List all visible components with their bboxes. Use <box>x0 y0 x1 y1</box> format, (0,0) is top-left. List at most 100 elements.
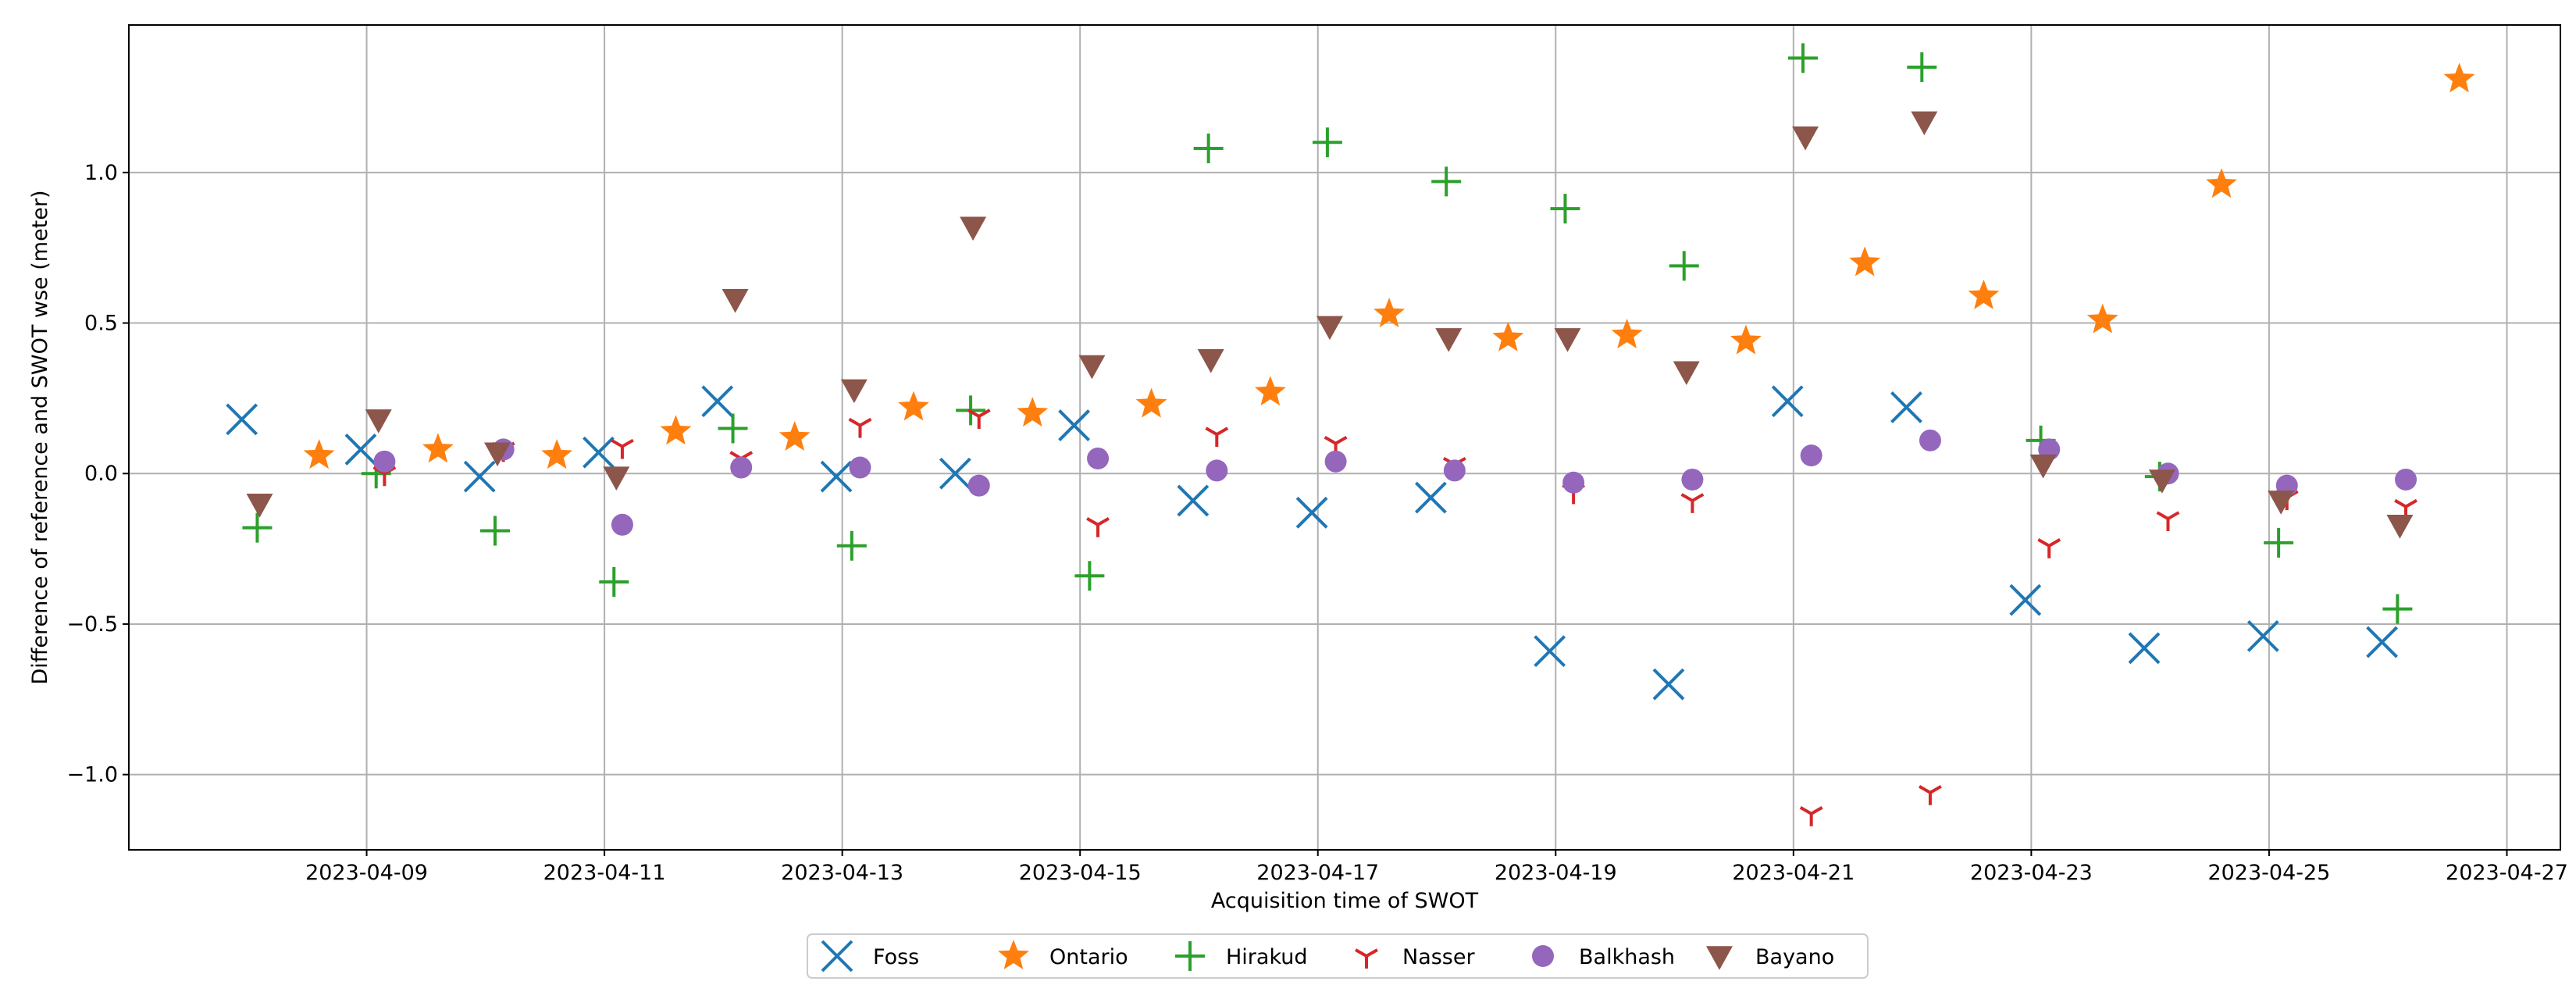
legend-marker-foss <box>821 940 853 972</box>
x-tick-label: 2023-04-19 <box>1495 861 1617 885</box>
data-point-ontario <box>1849 246 1881 277</box>
data-point-foss <box>2366 626 2399 658</box>
legend: Foss Ontario Hirakud Nasser Balkhash Bayano <box>807 933 1869 979</box>
data-point-nasser <box>1086 517 1110 537</box>
data-point-bayano <box>2386 515 2414 539</box>
data-point-hirakud <box>718 413 748 444</box>
x-tick-label: 2023-04-27 <box>2446 861 2568 885</box>
data-point-foss <box>1534 635 1566 668</box>
data-point-bayano <box>1197 349 1224 373</box>
data-point-bayano <box>365 409 392 434</box>
data-point-balkhash <box>1206 459 1228 482</box>
legend-marker-bayano <box>1706 946 1733 970</box>
data-point-hirakud <box>1312 127 1342 158</box>
data-point-bayano <box>2148 469 2175 494</box>
data-point-foss <box>1295 496 1328 529</box>
legend-label: Balkhash <box>1579 945 1675 969</box>
legend-item-ontario: Ontario <box>998 940 1128 969</box>
data-point-foss <box>1414 481 1447 514</box>
data-point-balkhash <box>967 474 990 497</box>
data-point-nasser <box>1799 806 1823 826</box>
data-point-foss <box>583 436 615 469</box>
legend-item-balkhash: Balkhash <box>1532 945 1675 969</box>
x-axis-label: Acquisition time of SWOT <box>1211 889 1479 913</box>
data-point-nasser <box>848 417 872 438</box>
data-point-foss <box>820 460 853 493</box>
legend-marker-nasser <box>1355 948 1378 969</box>
series-nasser <box>372 409 2417 826</box>
data-point-hirakud <box>480 516 511 546</box>
data-point-foss <box>2246 619 2279 652</box>
data-point-ontario <box>1492 321 1524 351</box>
data-point-foss <box>1890 391 1922 423</box>
data-point-ontario <box>1254 376 1286 406</box>
data-point-hirakud <box>1550 194 1580 224</box>
data-point-balkhash <box>1087 447 1110 469</box>
data-point-balkhash <box>1324 450 1347 473</box>
data-point-nasser <box>1205 426 1229 448</box>
legend-box <box>807 933 1869 979</box>
data-point-ontario <box>1730 324 1762 355</box>
data-point-hirakud <box>2382 594 2413 624</box>
legend-item-foss: Foss <box>821 940 919 972</box>
x-tick-label: 2023-04-21 <box>1732 861 1855 885</box>
x-tick-label: 2023-04-25 <box>2207 861 2330 885</box>
data-point-balkhash <box>1562 471 1585 494</box>
plot-frame <box>128 24 2561 851</box>
legend-label: Bayano <box>1755 945 1834 969</box>
series-hirakud <box>242 43 2413 624</box>
data-point-foss <box>1177 484 1210 517</box>
data-point-balkhash <box>849 456 871 479</box>
data-point-ontario <box>541 439 573 469</box>
data-point-ontario <box>2206 168 2237 198</box>
data-point-hirakud <box>242 512 273 543</box>
series-foss <box>226 385 2399 701</box>
data-point-balkhash <box>1919 429 1941 451</box>
legend-marker-balkhash <box>1532 945 1554 967</box>
y-tick-label: 0.5 <box>84 312 118 336</box>
legend-label: Foss <box>873 945 919 969</box>
data-point-foss <box>1058 409 1090 441</box>
legend-marker-hirakud <box>1175 941 1205 971</box>
data-point-nasser <box>2156 511 2180 532</box>
data-point-balkhash <box>1681 468 1704 491</box>
data-point-bayano <box>1435 328 1463 352</box>
data-point-nasser <box>967 409 991 430</box>
data-point-foss <box>701 385 734 418</box>
legend-label: Hirakud <box>1226 945 1308 969</box>
data-point-bayano <box>2268 491 2295 515</box>
data-point-foss <box>226 403 258 436</box>
legend-label: Ontario <box>1049 945 1128 969</box>
y-tick-label: 1.0 <box>84 161 118 185</box>
data-point-nasser <box>1919 785 1942 805</box>
data-point-foss <box>2009 583 2042 616</box>
data-point-balkhash <box>1800 444 1822 467</box>
data-point-bayano <box>960 216 987 241</box>
data-point-foss <box>1771 385 1804 418</box>
y-tick-label: −0.5 <box>66 612 118 637</box>
data-point-hirakud <box>599 566 629 597</box>
data-point-hirakud <box>836 530 867 561</box>
data-point-bayano <box>1554 328 1581 352</box>
data-point-bayano <box>1911 111 1938 136</box>
data-point-bayano <box>484 442 511 467</box>
data-point-ontario <box>2086 303 2118 334</box>
data-point-hirakud <box>1431 166 1462 197</box>
y-axis-label: Difference of reference and SWOT wse (me… <box>28 190 52 684</box>
data-point-foss <box>344 434 377 466</box>
y-tick-label: 0.0 <box>84 462 118 486</box>
x-tick-label: 2023-04-11 <box>543 861 666 885</box>
data-point-hirakud <box>1193 134 1224 164</box>
data-point-ontario <box>1374 297 1406 327</box>
data-point-ontario <box>779 421 811 451</box>
data-point-foss <box>939 457 971 490</box>
legend-item-nasser: Nasser <box>1355 945 1475 969</box>
x-tick-label: 2023-04-23 <box>1970 861 2093 885</box>
data-point-ontario <box>2443 62 2475 93</box>
data-point-balkhash <box>730 456 753 479</box>
axes-ticks: 2023-04-09 2023-04-11 2023-04-13 2023-04-15… <box>66 161 2568 885</box>
data-point-bayano <box>2029 454 2057 479</box>
data-point-foss <box>2128 632 2161 665</box>
